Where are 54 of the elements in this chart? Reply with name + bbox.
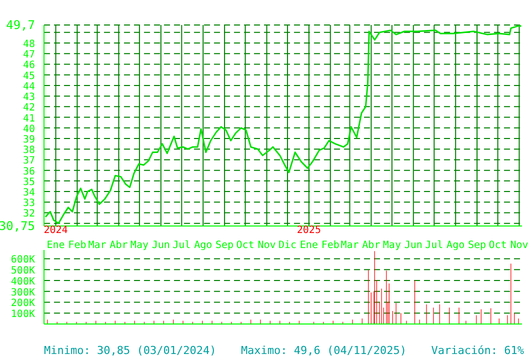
- text: Variación: 61%: [431, 344, 524, 357]
- annotation: 2025: [296, 225, 321, 236]
- y-tick-label: 49,7: [6, 18, 35, 32]
- x-tick-label: Mar: [340, 240, 359, 251]
- y-tick-label: 33: [22, 198, 35, 210]
- x-tick-label: Abr: [110, 240, 128, 251]
- x-tick-label: May: [130, 240, 148, 251]
- x-tick-label: May: [382, 240, 401, 251]
- line-series: [44, 25, 522, 224]
- y-tick-label: 40: [22, 124, 35, 135]
- x-tick-label: Nov: [258, 240, 276, 251]
- x-tick-label: Sep: [216, 240, 234, 251]
- x-tick-label: Feb: [321, 240, 340, 251]
- y-tick-label: 47: [22, 50, 35, 61]
- y-tick-label: 42: [22, 102, 35, 114]
- x-tick-label: Abr: [362, 240, 380, 251]
- y-tick-label: 38: [22, 145, 35, 156]
- y-tick-label: 46: [22, 60, 35, 72]
- y-tick-label: 30,75: [0, 219, 35, 233]
- text: Maximo: 49,6 (04/11/2025): [240, 344, 407, 357]
- x-tick-label: Nov: [510, 240, 528, 251]
- annotation: 2024: [44, 225, 68, 236]
- x-tick-label: Ago: [194, 240, 212, 251]
- x-tick-label: Feb: [68, 240, 86, 251]
- y-tick-label: 100K: [10, 309, 35, 320]
- y-tick-label: 41: [22, 113, 35, 124]
- y-tick-label: 37: [22, 156, 35, 167]
- y-tick-label: 500K: [10, 266, 35, 277]
- y-tick-label: 36: [22, 166, 35, 178]
- x-tick-label: Oct: [236, 240, 254, 251]
- x-tick-label: Jul: [172, 240, 191, 251]
- x-tick-label: Oct: [488, 240, 507, 251]
- y-tick-label: 39: [22, 134, 35, 146]
- x-tick-label: Ago: [446, 240, 465, 251]
- y-tick-label: 300K: [10, 287, 35, 298]
- x-tick-label: Jun: [404, 240, 422, 251]
- x-tick-label: Sep: [468, 240, 486, 251]
- y-tick-label: 400K: [10, 276, 35, 288]
- y-tick-label: 45: [22, 70, 35, 82]
- x-tick-label: Mar: [88, 240, 106, 251]
- y-tick-label: 43: [22, 92, 35, 104]
- y-tick-label: 34: [22, 188, 35, 199]
- x-tick-label: Ene: [46, 240, 65, 251]
- x-tick-label: Dic: [278, 240, 297, 251]
- y-tick-label: 200K: [10, 298, 35, 310]
- y-tick-label: 35: [22, 176, 35, 188]
- y-tick-label: 48: [22, 39, 35, 50]
- y-tick-label: 44: [22, 81, 35, 92]
- y-tick-label: 600K: [10, 254, 35, 266]
- x-tick-label: Jul: [425, 240, 444, 251]
- x-tick-label: Jun: [152, 240, 170, 251]
- y-tick-label: 32: [22, 208, 35, 220]
- text: Minimo: 30,85 (03/01/2024): [44, 344, 216, 357]
- x-tick-label: Ene: [300, 240, 318, 251]
